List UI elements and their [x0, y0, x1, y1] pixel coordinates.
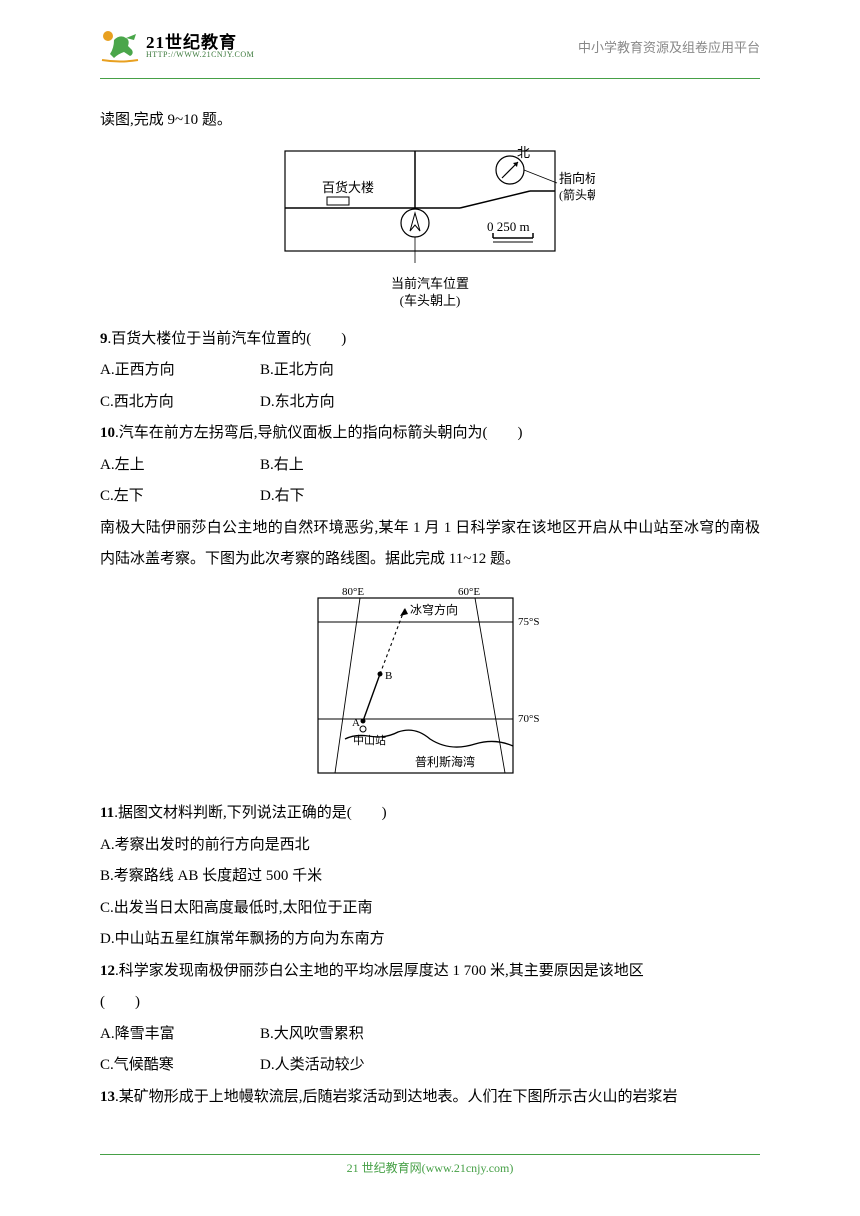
q12-row2: C.气候酷寒D.人类活动较少: [100, 1050, 760, 1082]
q11-C: C.出发当日太阳高度最低时,太阳位于正南: [100, 893, 760, 925]
runner-logo-icon: [100, 28, 140, 64]
q12-row1: A.降雪丰富B.大风吹雪累积: [100, 1019, 760, 1051]
svg-text:冰穹方向: 冰穹方向: [410, 602, 458, 617]
logo: 21世纪教育 HTTP://WWW.21CNJY.COM: [100, 28, 254, 64]
figure-1-caption: 当前汽车位置 (车头朝上): [265, 275, 595, 310]
q10-stem: 10.汽车在前方左拐弯后,导航仪面板上的指向标箭头朝向为( ): [100, 418, 760, 450]
header-subtitle: 中小学教育资源及组卷应用平台: [578, 37, 760, 56]
q12-stem: 12.科学家发现南极伊丽莎白公主地的平均冰层厚度达 1 700 米,其主要原因是…: [100, 956, 760, 988]
logo-text: 21世纪教育 HTTP://WWW.21CNJY.COM: [146, 34, 254, 59]
svg-text:A: A: [352, 717, 360, 729]
svg-text:中山站: 中山站: [353, 733, 386, 747]
footer-divider: [100, 1154, 760, 1155]
q9-stem: 9.百货大楼位于当前汽车位置的( ): [100, 324, 760, 356]
svg-text:60°E: 60°E: [458, 586, 480, 598]
figure-2: 80°E 60°E 75°S 70°S 冰穹方向 B A 中山站 普利斯海湾: [300, 584, 560, 784]
q9-row2: C.西北方向D.东北方向: [100, 387, 760, 419]
q9-row1: A.正西方向B.正北方向: [100, 355, 760, 387]
q11-stem: 11.据图文材料判断,下列说法正确的是( ): [100, 798, 760, 830]
fig1-compass-text1: 指向标: [559, 171, 595, 186]
q13-stem: 13.某矿物形成于上地幔软流层,后随岩浆活动到达地表。人们在下图所示古火山的岩浆…: [100, 1082, 760, 1114]
q11-B: B.考察路线 AB 长度超过 500 千米: [100, 861, 760, 893]
footer-text: 21 世纪教育网(www.21cnjy.com): [347, 1161, 514, 1175]
figure-1-wrap: 百货大楼 北 指向标 (箭头朝北) 0 250 m 当前汽车位置 (车头朝上): [100, 143, 760, 318]
q10-row1: A.左上B.右上: [100, 450, 760, 482]
logo-en-text: HTTP://WWW.21CNJY.COM: [146, 51, 254, 59]
fig1-store-text: 百货大楼: [322, 180, 374, 195]
page-header: 21世纪教育 HTTP://WWW.21CNJY.COM 中小学教育资源及组卷应…: [0, 0, 860, 74]
para-2: 南极大陆伊丽莎白公主地的自然环境恶劣,某年 1 月 1 日科学家在该地区开启从中…: [100, 513, 760, 576]
logo-cn-text: 21世纪教育: [146, 34, 254, 51]
page-footer: 21 世纪教育网(www.21cnjy.com): [0, 1154, 860, 1176]
q12-paren: ( ): [100, 987, 760, 1019]
q11-A: A.考察出发时的前行方向是西北: [100, 830, 760, 862]
content-area: 读图,完成 9~10 题。 百货大楼: [0, 79, 860, 1113]
figure-1: 百货大楼 北 指向标 (箭头朝北) 0 250 m 当前汽车位置 (车头朝上): [265, 143, 595, 310]
q11-D: D.中山站五星红旗常年飘扬的方向为东南方: [100, 924, 760, 956]
svg-text:B: B: [385, 670, 392, 682]
fig1-compass-text2: (箭头朝北): [559, 187, 595, 202]
svg-text:80°E: 80°E: [342, 586, 364, 598]
svg-text:70°S: 70°S: [518, 713, 540, 725]
fig1-north-text: 北: [517, 145, 530, 160]
figure-2-wrap: 80°E 60°E 75°S 70°S 冰穹方向 B A 中山站 普利斯海湾: [100, 584, 760, 797]
q10-row2: C.左下D.右下: [100, 481, 760, 513]
svg-text:75°S: 75°S: [518, 616, 540, 628]
svg-text:普利斯海湾: 普利斯海湾: [415, 754, 475, 769]
fig1-scale-text: 0 250 m: [487, 219, 530, 234]
intro-text-1: 读图,完成 9~10 题。: [100, 105, 760, 137]
